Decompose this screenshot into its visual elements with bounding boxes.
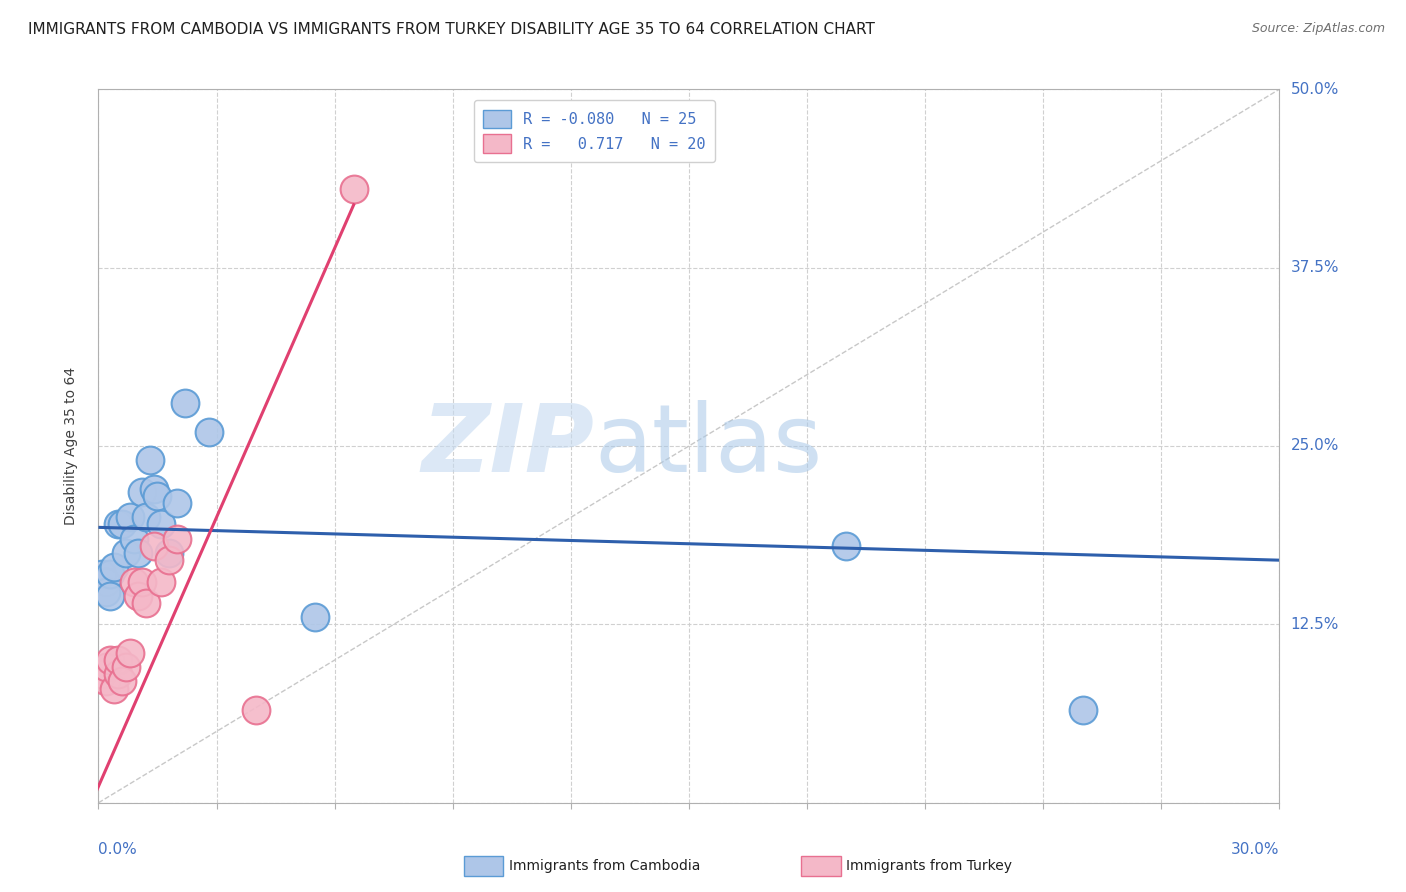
Point <box>107 653 129 667</box>
Point <box>115 546 138 560</box>
Legend: R = -0.080   N = 25, R =   0.717   N = 20: R = -0.080 N = 25, R = 0.717 N = 20 <box>474 101 714 162</box>
Point <box>142 482 165 496</box>
Point <box>166 496 188 510</box>
Point <box>142 539 165 553</box>
Y-axis label: Disability Age 35 to 64: Disability Age 35 to 64 <box>63 367 77 525</box>
Point <box>150 517 173 532</box>
Text: Immigrants from Turkey: Immigrants from Turkey <box>846 859 1012 873</box>
Point <box>135 596 157 610</box>
Point <box>103 681 125 696</box>
Point <box>96 674 118 689</box>
Point <box>103 560 125 574</box>
Point <box>157 546 180 560</box>
Text: 25.0%: 25.0% <box>1291 439 1339 453</box>
Text: ZIP: ZIP <box>422 400 595 492</box>
Text: Immigrants from Cambodia: Immigrants from Cambodia <box>509 859 700 873</box>
Text: 37.5%: 37.5% <box>1291 260 1339 275</box>
Point <box>107 517 129 532</box>
Text: 12.5%: 12.5% <box>1291 617 1339 632</box>
Point <box>96 584 118 599</box>
Point <box>91 667 114 681</box>
Point <box>166 532 188 546</box>
Text: IMMIGRANTS FROM CAMBODIA VS IMMIGRANTS FROM TURKEY DISABILITY AGE 35 TO 64 CORRE: IMMIGRANTS FROM CAMBODIA VS IMMIGRANTS F… <box>28 22 875 37</box>
Point <box>157 553 180 567</box>
Point <box>197 425 219 439</box>
Point <box>304 610 326 624</box>
Point <box>111 517 134 532</box>
Point <box>98 653 121 667</box>
Point <box>96 660 118 674</box>
Point <box>98 589 121 603</box>
Text: atlas: atlas <box>595 400 823 492</box>
Point <box>245 703 267 717</box>
Point <box>174 396 197 410</box>
Point <box>138 453 160 467</box>
Point <box>150 574 173 589</box>
Point <box>343 182 366 196</box>
Text: 30.0%: 30.0% <box>1232 842 1279 856</box>
Text: 50.0%: 50.0% <box>1291 82 1339 96</box>
Point <box>107 667 129 681</box>
Point <box>131 574 153 589</box>
Point <box>96 574 118 589</box>
Point <box>118 646 141 660</box>
Point <box>115 660 138 674</box>
Point <box>98 567 121 582</box>
Text: Source: ZipAtlas.com: Source: ZipAtlas.com <box>1251 22 1385 36</box>
Point <box>91 567 114 582</box>
Point <box>111 674 134 689</box>
Point <box>146 489 169 503</box>
Point <box>127 546 149 560</box>
Point <box>118 510 141 524</box>
Text: 0.0%: 0.0% <box>98 842 138 856</box>
Point <box>122 532 145 546</box>
Point <box>122 574 145 589</box>
Point <box>131 484 153 499</box>
Point <box>127 589 149 603</box>
Point <box>1071 703 1094 717</box>
Point <box>835 539 858 553</box>
Point <box>135 510 157 524</box>
